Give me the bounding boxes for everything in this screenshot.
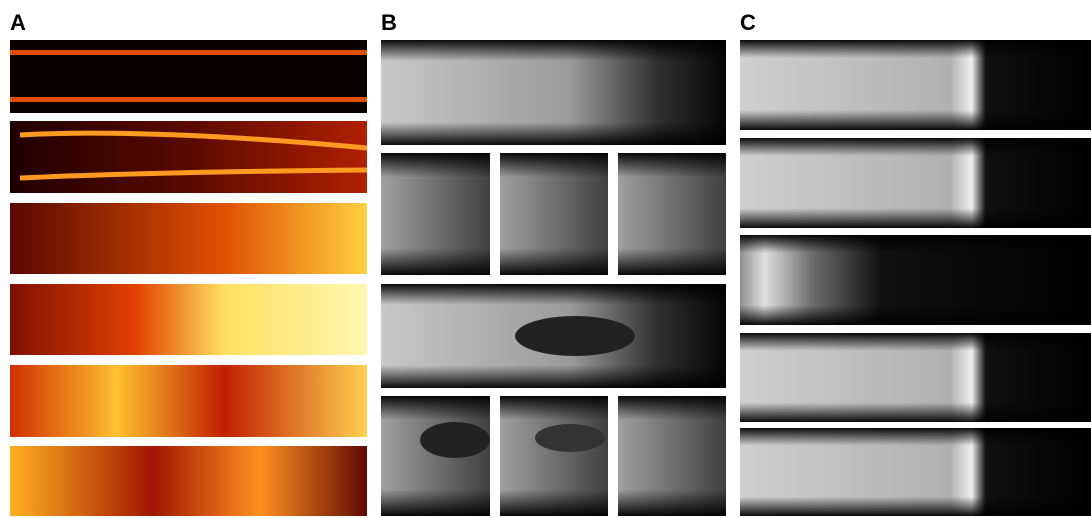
panel-label: B (381, 10, 397, 35)
panel-label: A (10, 10, 26, 35)
panel-label: C (740, 10, 756, 35)
figure: A B C (0, 0, 1091, 518)
panel-a-images (10, 40, 367, 516)
panel-b-images (381, 40, 726, 516)
panel-c-images (740, 40, 1091, 516)
